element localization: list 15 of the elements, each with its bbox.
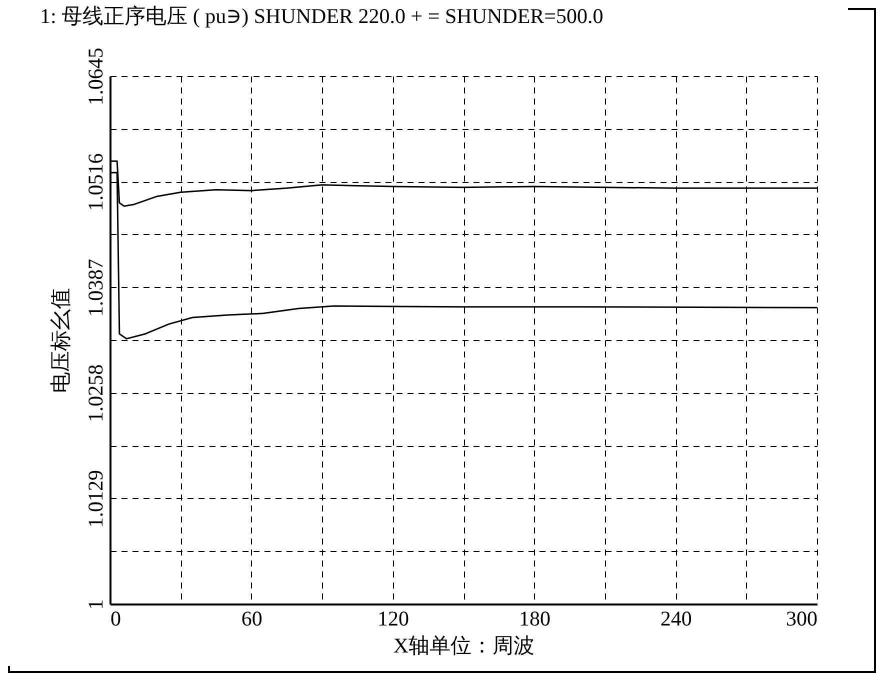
y-tick-label: 1.0258 [84, 364, 108, 422]
y-tick-label: 1.0129 [84, 470, 108, 528]
y-tick-label: 1.0387 [84, 258, 108, 317]
x-tick-label: 60 [241, 606, 262, 630]
y-tick-label: 1 [84, 599, 108, 610]
x-tick-label: 120 [378, 606, 410, 630]
y-tick-label: 1.0645 [84, 48, 108, 106]
x-tick-label: 240 [660, 606, 692, 630]
y-axis-title: 电压标幺值 [48, 288, 72, 393]
y-tick-label: 1.0516 [84, 153, 108, 211]
chart-title: 1: 母线正序电压 ( pu∋) SHUNDER 220.0 + = SHUNDER=500.0 [40, 4, 604, 28]
x-tick-label: 0 [110, 606, 121, 630]
x-axis-title: X轴单位：周波 [393, 634, 535, 658]
x-tick-label: 180 [518, 606, 550, 630]
x-tick-label: 300 [786, 606, 818, 630]
